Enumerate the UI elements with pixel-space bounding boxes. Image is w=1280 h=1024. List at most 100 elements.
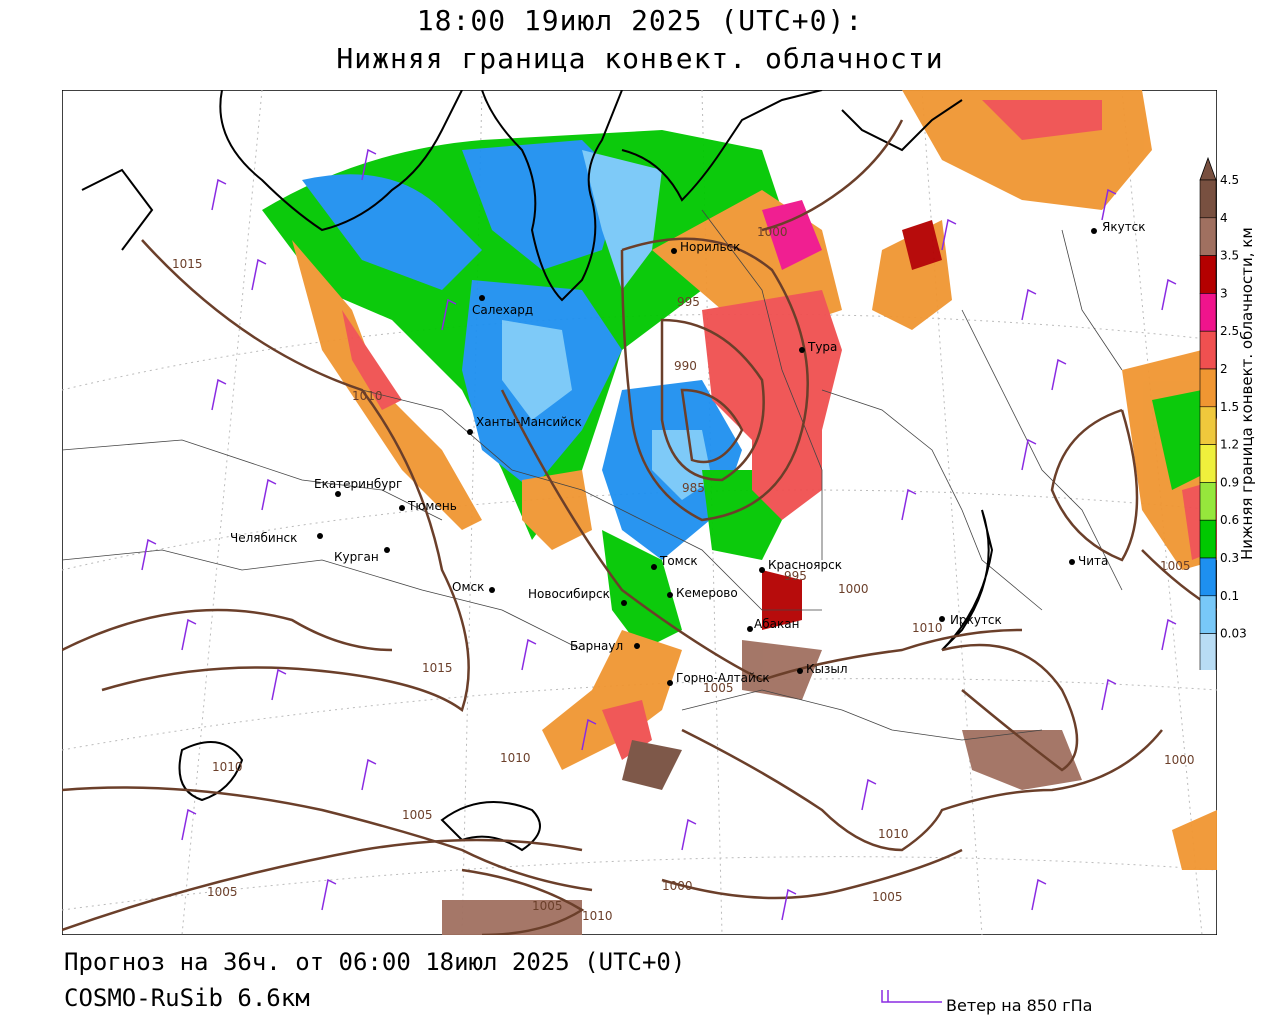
coastlines [81,90,994,852]
isobar-label: 1005 [872,890,903,904]
city-dot [671,248,677,254]
city-label: Салехард [472,303,533,317]
city-dot [667,680,673,686]
city-label: Кызыл [806,662,848,676]
cloud-base-field [262,90,1217,935]
isobar-label: 995 [784,569,807,583]
isobars [62,119,1217,935]
city-label: Горно-Алтайск [676,671,770,685]
city-dot [467,429,473,435]
isobar-label: 1010 [878,827,909,841]
city-dot [1091,228,1097,234]
admin-boundaries [62,209,1123,741]
isobar-label: 1010 [212,760,243,774]
scale-box [1199,444,1217,483]
scale-box [1199,557,1217,597]
scale-tick-label: 1.5 [1220,400,1239,414]
city-dot [634,643,640,649]
isobar-label: 1010 [352,389,383,403]
map-subtitle: Нижняя граница конвект. облачности [336,42,944,75]
scale-tick-label: 3 [1220,286,1228,300]
scale-box [1199,406,1217,445]
scale-box [1199,179,1217,219]
scale-box [1199,482,1217,521]
scale-box [1199,595,1217,634]
model-label: COSMO-RuSib 6.6км [64,984,310,1012]
city-label: Норильск [680,240,740,254]
city-dot [479,295,485,301]
scale-tick-label: 3.5 [1220,249,1239,263]
city-dot [799,347,805,353]
scale-tick-label: 0.6 [1220,513,1239,527]
city-label: Чита [1078,554,1108,568]
scale-labels: 4.5 4 3.5 3 2.5 2 1.5 1.2 0.9 0.6 0.3 0.1 0.03 [1220,173,1247,641]
map-title: 18:00 19июл 2025 (UTC+0): [416,4,864,37]
city-dot [797,668,803,674]
city-label: Красноярск [768,558,842,572]
city-dot [317,533,323,539]
city-dot [651,564,657,570]
city-dot [399,505,405,511]
city-dot [384,547,390,553]
isobar-label: 1005 [703,681,734,695]
city-label: Абакан [754,617,799,631]
weather-map: 1015 1000 995 990 985 1010 1015 1010 100… [62,90,1217,935]
scale-box [1199,255,1217,294]
isobar-label: 1005 [402,808,433,822]
city-label: Курган [334,550,379,564]
city-label: Тура [807,340,837,354]
city-label: Новосибирск [528,587,610,601]
scale-tick-label: 2.5 [1220,324,1239,338]
isobar-label: 1005 [532,899,563,913]
scale-box [1199,633,1217,670]
scale-tick-label: 0.3 [1220,551,1239,565]
city-dot [939,616,945,622]
isobar-label: 1010 [912,621,943,635]
isobar-label: 985 [682,481,705,495]
scale-tick-label: 1.2 [1220,438,1239,452]
scale-top-arrow [1199,156,1217,181]
scale-box [1199,217,1217,256]
city-dot [621,600,627,606]
city-label: Челябинск [230,531,297,545]
isobar-label: 990 [674,359,697,373]
isobar-label: 1000 [1164,753,1195,767]
city-dot [1069,559,1075,565]
city-label: Ханты-Мансийск [476,415,582,429]
isobar-label: 1000 [662,879,693,893]
city-label: Кемерово [676,586,738,600]
isobar-label: 995 [677,295,700,309]
scale-box [1199,330,1217,370]
scale-tick-label: 4 [1220,211,1228,225]
isobar-label: 1015 [422,661,453,675]
scale-title: Нижняя граница конвект. облачности, км [1238,227,1256,560]
isobar-label: 1000 [838,582,869,596]
city-dot [759,567,765,573]
scale-tick-label: 4.5 [1220,173,1239,187]
scale-box [1199,519,1217,559]
scale-tick-label: 0.1 [1220,589,1239,603]
wind-legend-icon [881,990,942,1003]
city-label: Томск [659,554,698,568]
isobar-label: 1010 [582,909,613,923]
isobar-label: 1010 [500,751,531,765]
isobar-label: 1005 [1160,559,1191,573]
city-label: Екатеринбург [314,477,402,491]
wind-barbs [141,148,1177,921]
city-dot [489,587,495,593]
scale-box [1199,293,1217,332]
city-markers: Якутск Норильск Тура Салехард Ханты-Манс… [230,220,1146,686]
scale-boxes [1199,179,1217,670]
city-label: Тюмень [407,499,457,513]
graticule [62,90,1217,935]
city-dot [335,491,341,497]
isobar-label: 1015 [172,257,203,271]
isobar-labels: 1015 1000 995 990 985 1010 1015 1010 100… [172,225,1195,923]
scale-tick-label: 2 [1220,362,1228,376]
city-label: Омск [452,580,484,594]
scale-tick-label: 0.9 [1220,475,1239,489]
isobar-label: 1000 [757,225,788,239]
scale-box [1199,368,1217,408]
city-dot [667,592,673,598]
isobar-label: 1005 [207,885,238,899]
